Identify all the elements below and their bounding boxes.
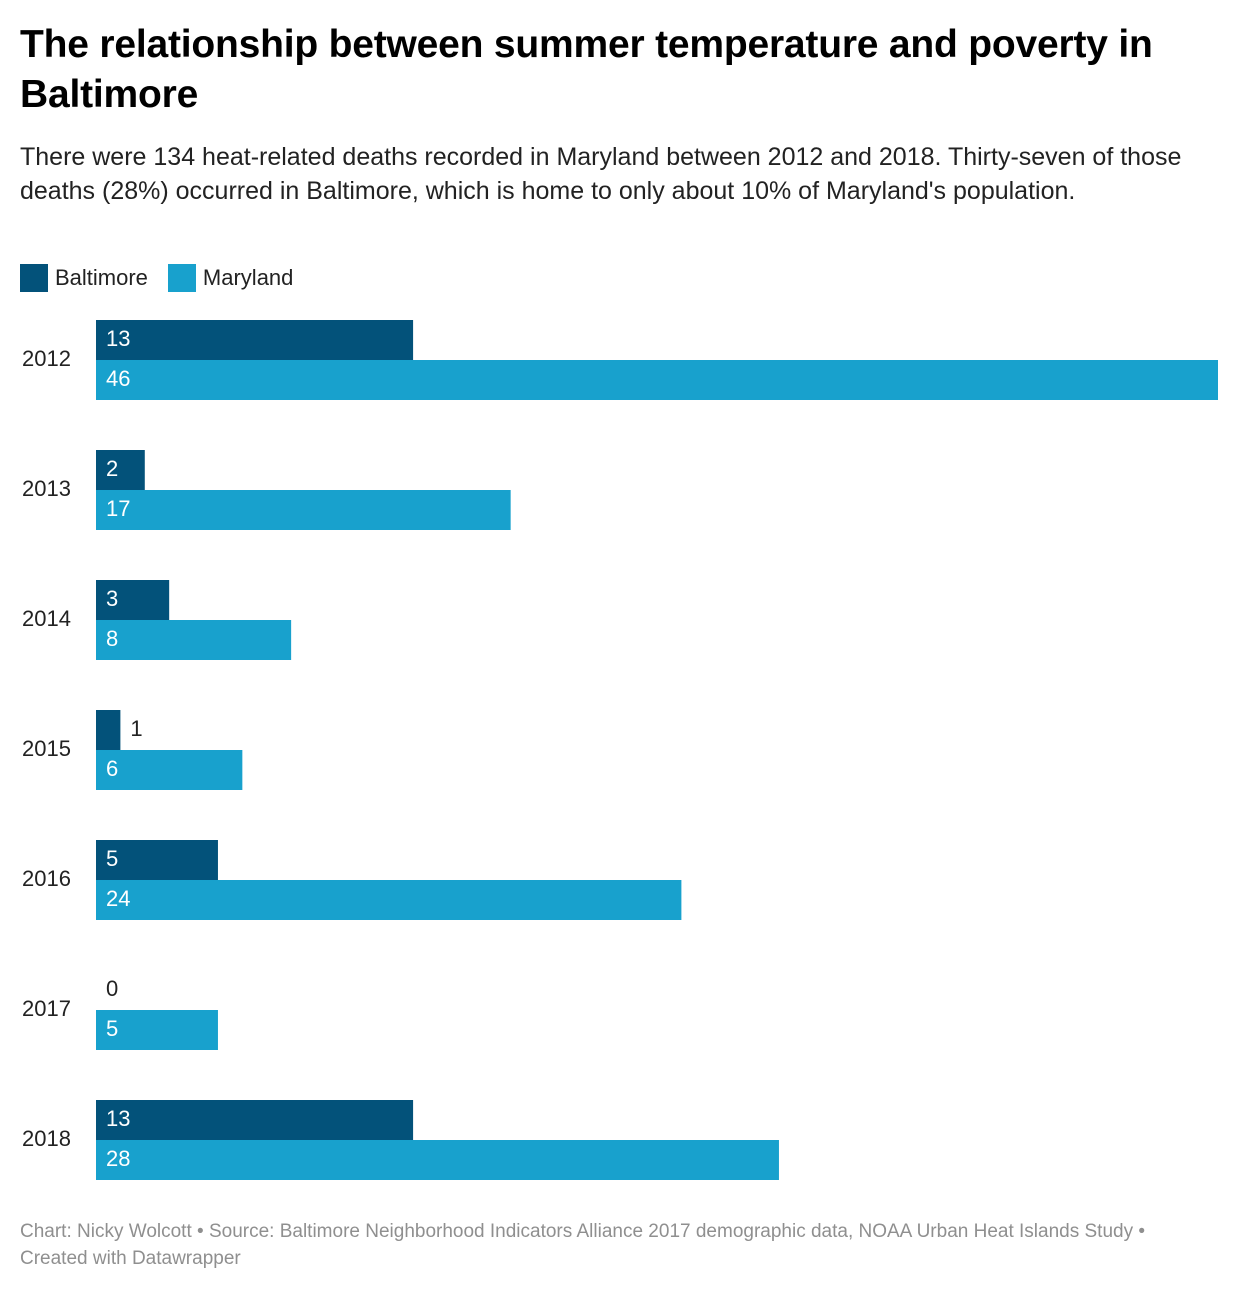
bar-maryland-2018 (96, 1140, 779, 1180)
bar-baltimore-2014 (96, 580, 170, 620)
bar-maryland-2016 (96, 880, 682, 920)
data-label-maryland-2015: 6 (106, 756, 118, 781)
category-label: 2012 (22, 346, 71, 371)
data-label-maryland-2018: 28 (106, 1146, 130, 1171)
data-label-baltimore-2012: 13 (106, 326, 130, 351)
bar-group-2014: 2014 3 8 (22, 580, 292, 660)
bar-group-2015: 2015 16 (22, 710, 243, 790)
category-label: 2017 (22, 996, 71, 1021)
data-label-maryland-2013: 17 (106, 496, 130, 521)
bar-maryland-2013 (96, 490, 511, 530)
chart-subtitle: There were 134 heat-related deaths recor… (20, 143, 1182, 205)
legend-swatch-maryland (167, 264, 196, 292)
category-label: 2015 (22, 736, 71, 761)
category-label: 2016 (22, 866, 71, 891)
data-label-baltimore-2018: 13 (106, 1106, 130, 1131)
legend-item-maryland: Maryland (167, 264, 294, 292)
data-label-baltimore-2015: 1 (130, 716, 142, 741)
category-label: 2014 (22, 606, 71, 631)
chart-footer: Chart: Nicky Wolcott • Source: Baltimore… (20, 1221, 1146, 1269)
bar-maryland-2014 (96, 620, 292, 660)
bar-group-2016: 2016 5 24 (22, 840, 682, 920)
bar-baltimore-2015 (96, 710, 121, 750)
bar-baltimore-2013 (96, 450, 145, 490)
bar-baltimore-2012 (96, 320, 414, 360)
legend-label-baltimore: Baltimore (55, 265, 148, 290)
bar-maryland-2012 (96, 360, 1218, 400)
data-label-baltimore-2014: 3 (106, 586, 118, 611)
bar-baltimore-2016 (96, 840, 218, 880)
chart-legend: Baltimore Maryland (20, 262, 313, 294)
bar-maryland-2015 (96, 750, 243, 790)
bar-group-2013: 2013 2 17 (22, 450, 511, 530)
data-label-baltimore-2013: 2 (106, 456, 118, 481)
data-label-maryland-2014: 8 (106, 626, 118, 651)
bar-baltimore-2018 (96, 1100, 414, 1140)
legend-label-maryland: Maryland (202, 265, 294, 290)
data-label-maryland-2017: 5 (106, 1016, 118, 1041)
bar-group-2018: 2018 13 28 (22, 1100, 779, 1180)
bar-group-2012: 2012 13 46 (22, 320, 1218, 400)
data-label-baltimore-2016: 5 (106, 846, 118, 871)
bar-group-2017: 2017 0 5 (22, 976, 218, 1050)
category-label: 2018 (22, 1126, 71, 1151)
legend-item-baltimore: Baltimore (20, 264, 148, 292)
data-label-maryland-2012: 46 (106, 366, 130, 391)
data-label-baltimore-2017: 0 (106, 976, 118, 1001)
data-label-maryland-2016: 24 (106, 886, 130, 911)
category-label: 2013 (22, 476, 71, 501)
chart-title: The relationship between summer temperat… (20, 23, 1153, 116)
bar-chart: 2012 13 46 2013 2 17 2014 3 8 2015 16 2016 5 24 2017 0 5… (22, 320, 1218, 1180)
bar-maryland-2017 (96, 1010, 218, 1050)
legend-swatch-baltimore (20, 264, 48, 292)
